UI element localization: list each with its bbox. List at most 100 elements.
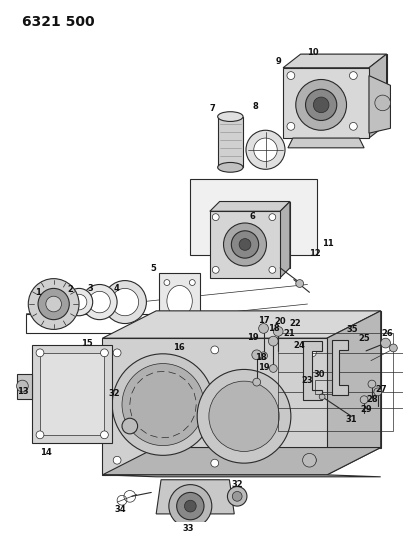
Polygon shape <box>288 138 364 148</box>
Polygon shape <box>191 179 317 255</box>
Text: 11: 11 <box>322 239 334 248</box>
Circle shape <box>269 214 276 221</box>
Text: 6321 500: 6321 500 <box>22 15 95 29</box>
Polygon shape <box>327 311 381 475</box>
Circle shape <box>273 327 283 336</box>
Circle shape <box>268 336 278 346</box>
Polygon shape <box>283 54 386 68</box>
Polygon shape <box>369 76 390 133</box>
Circle shape <box>319 394 325 400</box>
Text: 9: 9 <box>275 58 281 67</box>
Circle shape <box>308 456 316 464</box>
Circle shape <box>28 279 79 329</box>
Text: 14: 14 <box>40 448 52 457</box>
Text: 4: 4 <box>113 284 119 293</box>
Polygon shape <box>220 201 290 268</box>
Text: 22: 22 <box>289 319 301 328</box>
Polygon shape <box>156 480 234 514</box>
Circle shape <box>231 231 259 258</box>
Circle shape <box>306 89 337 120</box>
Text: 16: 16 <box>173 343 184 352</box>
Text: 27: 27 <box>375 385 386 394</box>
Ellipse shape <box>167 286 192 317</box>
Text: 1: 1 <box>35 288 41 297</box>
Text: 13: 13 <box>17 387 28 397</box>
Circle shape <box>212 266 219 273</box>
Polygon shape <box>156 311 381 448</box>
Circle shape <box>184 500 196 512</box>
Text: 21: 21 <box>283 329 295 338</box>
Text: 31: 31 <box>346 415 357 424</box>
Text: 32: 32 <box>231 480 243 489</box>
Circle shape <box>308 349 316 357</box>
Circle shape <box>38 288 69 320</box>
Circle shape <box>259 324 268 333</box>
Text: 26: 26 <box>381 329 393 338</box>
Circle shape <box>224 223 266 266</box>
Circle shape <box>360 396 368 403</box>
Circle shape <box>89 292 110 313</box>
Text: 34: 34 <box>114 505 126 513</box>
Circle shape <box>296 79 346 130</box>
Circle shape <box>253 378 261 386</box>
Circle shape <box>65 288 93 316</box>
Circle shape <box>374 388 381 396</box>
Circle shape <box>259 352 268 360</box>
Circle shape <box>350 71 357 79</box>
Circle shape <box>112 354 214 455</box>
Text: 25: 25 <box>358 334 370 343</box>
Text: 5: 5 <box>150 264 156 273</box>
Text: 3: 3 <box>88 284 93 293</box>
Polygon shape <box>32 345 112 442</box>
Polygon shape <box>369 54 386 138</box>
Circle shape <box>368 380 376 388</box>
Text: 18: 18 <box>268 324 280 333</box>
Circle shape <box>189 280 195 286</box>
Circle shape <box>113 456 121 464</box>
Circle shape <box>122 364 204 446</box>
Circle shape <box>100 431 109 439</box>
Text: 33: 33 <box>183 524 194 533</box>
Circle shape <box>122 418 137 434</box>
Circle shape <box>211 459 219 467</box>
Circle shape <box>269 266 276 273</box>
Polygon shape <box>102 475 381 477</box>
Circle shape <box>350 123 357 130</box>
Circle shape <box>303 454 316 467</box>
Text: 17: 17 <box>258 316 269 325</box>
Polygon shape <box>210 201 290 211</box>
Circle shape <box>111 288 139 316</box>
Text: 30: 30 <box>313 370 325 379</box>
Polygon shape <box>301 54 386 124</box>
Circle shape <box>36 349 44 357</box>
Circle shape <box>113 349 121 357</box>
Circle shape <box>390 344 397 352</box>
Text: 19: 19 <box>247 333 259 342</box>
Text: 35: 35 <box>346 325 358 334</box>
Text: 6: 6 <box>250 212 256 221</box>
Text: 10: 10 <box>308 47 319 56</box>
Circle shape <box>46 296 62 312</box>
Text: 32: 32 <box>109 389 120 398</box>
Circle shape <box>82 285 117 320</box>
Text: 7: 7 <box>210 104 216 114</box>
Circle shape <box>375 95 390 111</box>
Circle shape <box>232 491 242 501</box>
Text: 29: 29 <box>360 405 372 414</box>
Circle shape <box>246 130 285 169</box>
Text: 24: 24 <box>294 341 306 350</box>
Polygon shape <box>102 311 381 338</box>
Polygon shape <box>217 117 243 167</box>
Text: 19: 19 <box>258 363 269 372</box>
Circle shape <box>287 123 295 130</box>
Text: 23: 23 <box>302 376 313 385</box>
Text: 20: 20 <box>274 317 286 326</box>
Polygon shape <box>332 340 348 395</box>
Text: 2: 2 <box>67 285 73 294</box>
Text: 18: 18 <box>255 353 266 362</box>
Ellipse shape <box>217 163 243 172</box>
Circle shape <box>239 239 251 251</box>
Circle shape <box>104 280 146 324</box>
Text: 12: 12 <box>309 249 321 258</box>
Text: 15: 15 <box>81 338 93 348</box>
